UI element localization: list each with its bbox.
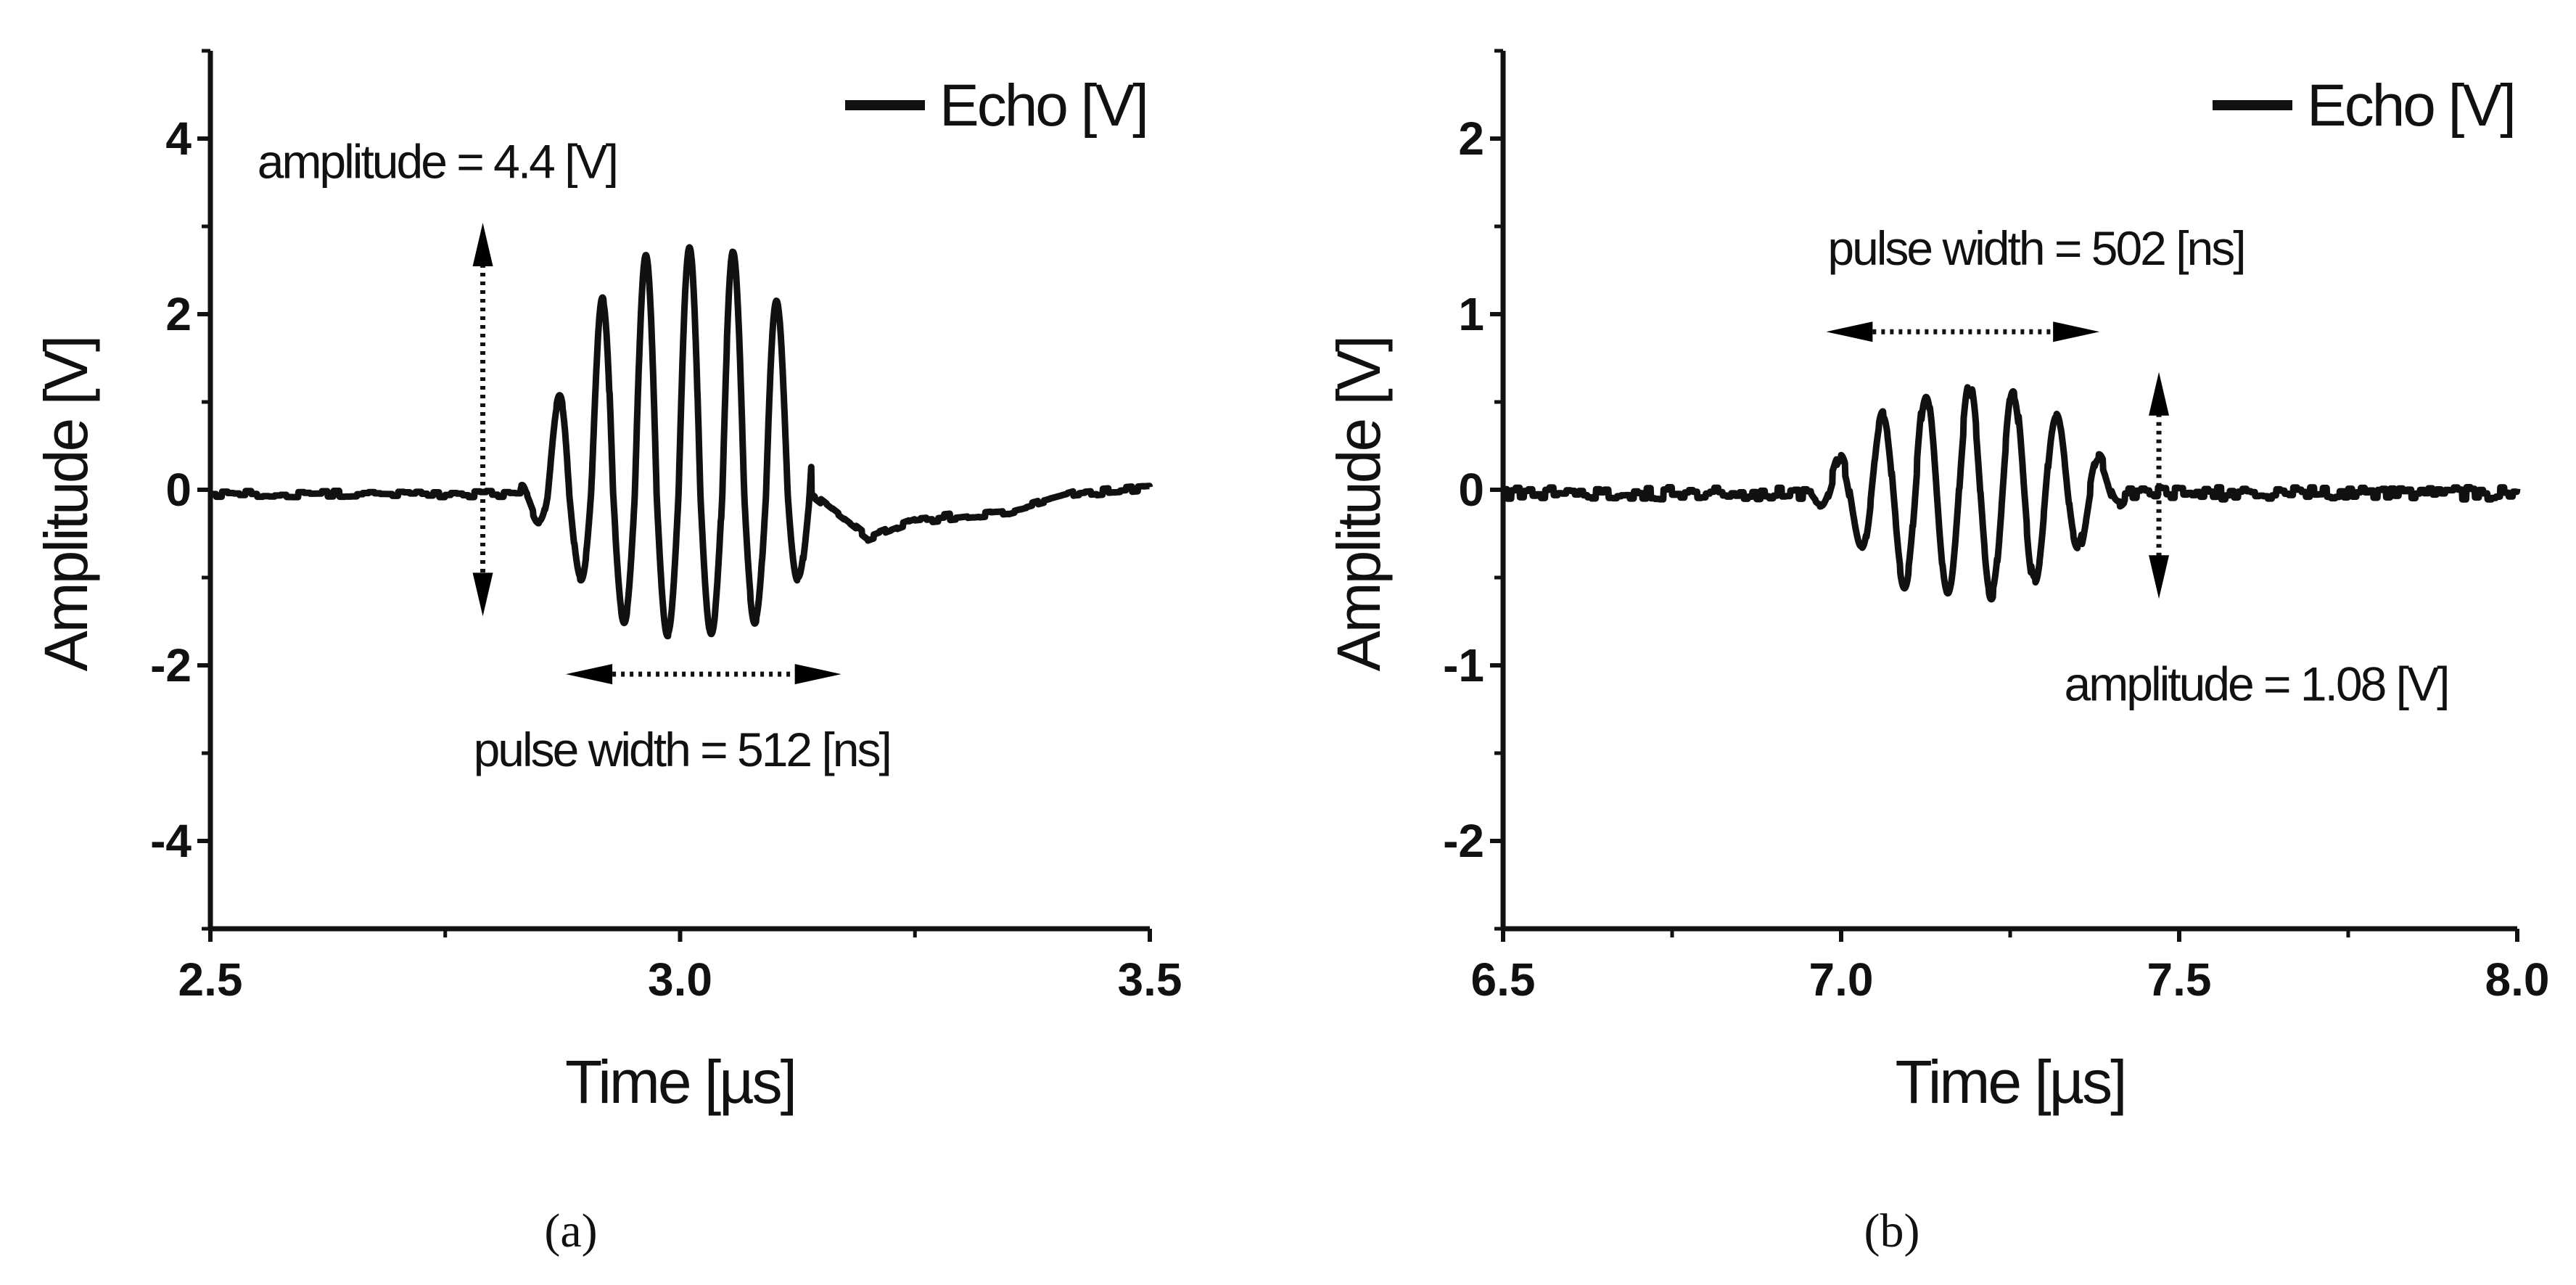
x-axis-title: Time [µs] xyxy=(1896,1048,2126,1116)
x-tick-label: 2.5 xyxy=(178,953,243,1006)
amplitude-annotation: amplitude = 1.08 [V] xyxy=(2065,657,2448,710)
y-tick-label: 0 xyxy=(1458,464,1484,516)
chart-panel-a: 4 2 0 -2 -4 2.5 3.0 3.5 Time [µs] Amplitude [V] Ec… xyxy=(32,49,1182,1257)
legend-label-echo: Echo [V] xyxy=(2307,73,2514,139)
pulse-width-annotation: pulse width = 512 [ns] xyxy=(474,723,890,776)
amplitude-arrow-head-down xyxy=(472,572,493,617)
amplitude-arrow-head-up xyxy=(472,223,493,266)
amplitude-annotation: amplitude = 4.4 [V] xyxy=(258,134,617,188)
y-tick-label: -2 xyxy=(1443,815,1484,867)
y-tick-label: 1 xyxy=(1458,288,1484,340)
panel-label: (b) xyxy=(1864,1204,1920,1257)
x-tick-label: 3.5 xyxy=(1118,953,1182,1006)
x-tick-label: 8.0 xyxy=(2485,953,2550,1006)
amplitude-arrow-head-down xyxy=(2149,555,2170,599)
legend-label-echo: Echo [V] xyxy=(939,73,1147,139)
x-tick-label: 3.0 xyxy=(648,953,712,1006)
y-tick-label: 4 xyxy=(165,112,192,165)
pulse-width-annotation: pulse width = 502 [ns] xyxy=(1827,221,2244,275)
y-tick-label: -4 xyxy=(150,815,192,867)
pulse-width-arrow-head-left xyxy=(566,664,613,685)
pulse-width-arrow-head-right xyxy=(794,664,841,685)
pulse-width-arrow-head-right xyxy=(2053,321,2100,342)
y-axis-title: Amplitude [V] xyxy=(1325,337,1393,672)
y-tick-label: -1 xyxy=(1443,639,1484,691)
amplitude-arrow-head-up xyxy=(2149,371,2170,416)
pulse-width-arrow-head-left xyxy=(1826,321,1873,342)
y-axis-title: Amplitude [V] xyxy=(32,337,100,672)
x-tick-label: 7.5 xyxy=(2147,953,2212,1006)
y-tick-label: -2 xyxy=(150,639,192,691)
y-tick-label: 2 xyxy=(165,288,192,340)
x-tick-label: 7.0 xyxy=(1809,953,1874,1006)
panel-label: (a) xyxy=(544,1204,597,1257)
series-line-echo xyxy=(1500,384,2521,603)
y-tick-label: 0 xyxy=(165,464,192,516)
x-tick-label: 6.5 xyxy=(1471,953,1536,1006)
series-line-echo xyxy=(207,244,1153,640)
y-tick-label: 2 xyxy=(1458,112,1484,165)
chart-panel-b: 2 1 0 -1 -2 6.5 7.0 7.5 8.0 Time [µs] Amplitude [V… xyxy=(1325,49,2550,1257)
x-axis-title: Time [µs] xyxy=(565,1048,795,1116)
